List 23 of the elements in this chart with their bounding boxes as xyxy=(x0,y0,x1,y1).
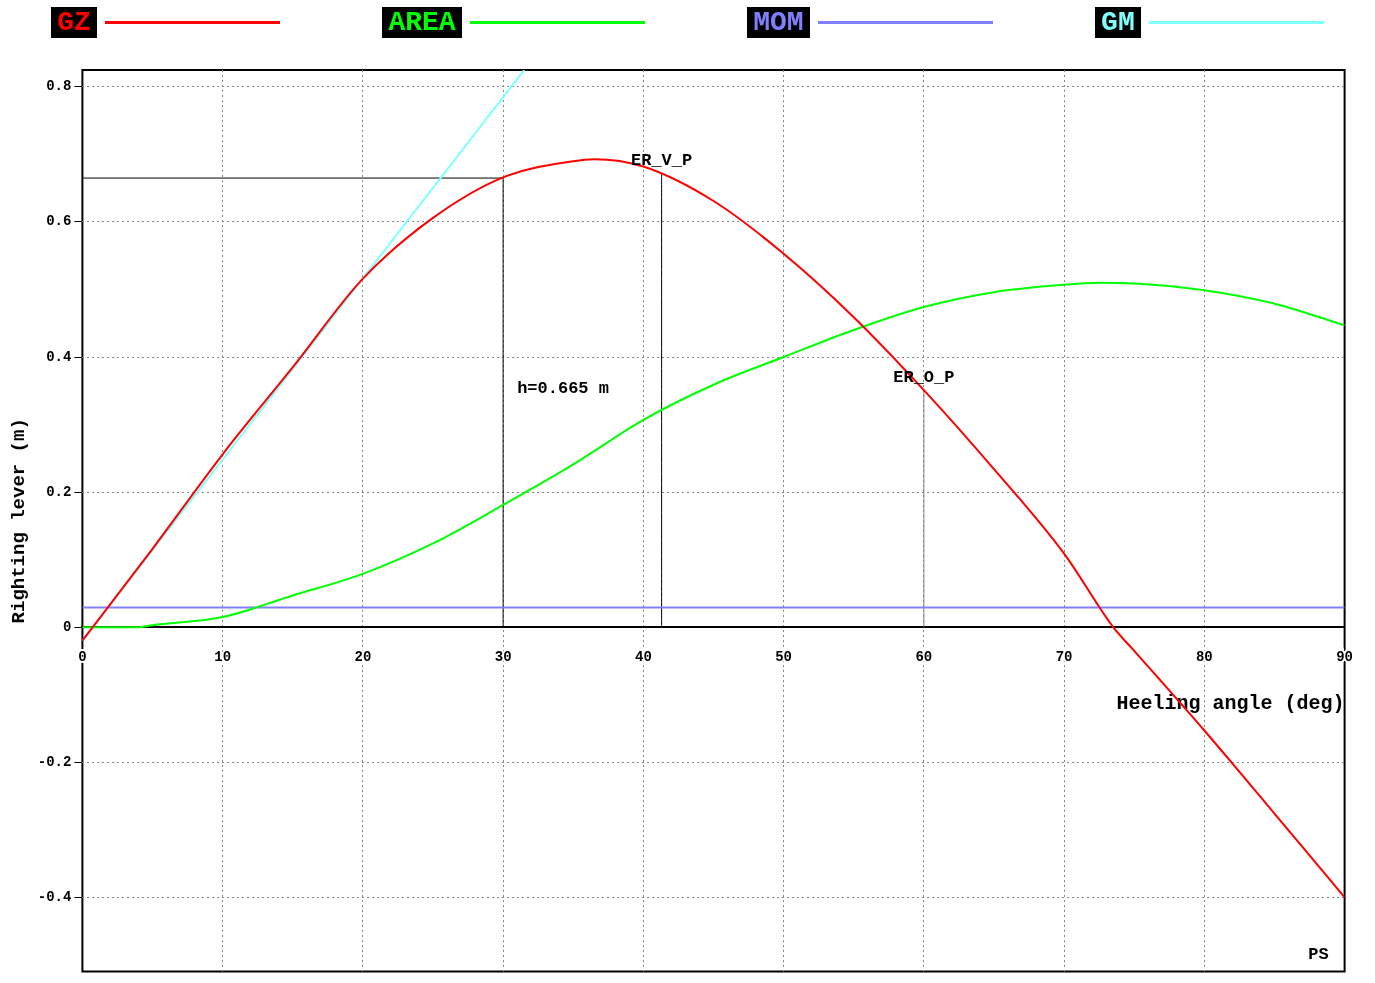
y-tick-label: 0.6 xyxy=(46,213,72,230)
text: MOM xyxy=(747,6,810,38)
x-tick-label: 30 xyxy=(494,649,512,666)
x-tick-label: 50 xyxy=(775,649,793,666)
y-tick-label: 0.4 xyxy=(46,348,72,365)
x-tick-label: 10 xyxy=(214,649,232,666)
annotation: h=0.665 m xyxy=(517,379,609,399)
x-tick-label: 20 xyxy=(354,649,372,666)
text: GZ xyxy=(51,6,97,38)
x-tick-label: 60 xyxy=(915,649,933,666)
x-tick-label: 80 xyxy=(1195,649,1213,666)
y-tick-label: -0.2 xyxy=(37,753,72,770)
y-tick-label: 0.8 xyxy=(46,78,72,95)
annotation: ER_V_P xyxy=(631,151,693,171)
text: GM xyxy=(1095,6,1141,38)
text: AREA xyxy=(382,6,462,38)
y-tick-label: -0.4 xyxy=(37,888,72,905)
y-tick-label: 0 xyxy=(63,618,72,635)
x-tick-label: 40 xyxy=(634,649,652,666)
x-tick-label: 70 xyxy=(1055,649,1073,666)
y-axis-title: Righting lever (m) xyxy=(8,418,31,624)
annotation: PS xyxy=(1308,945,1329,965)
y-tick-label: 0.2 xyxy=(46,483,72,500)
